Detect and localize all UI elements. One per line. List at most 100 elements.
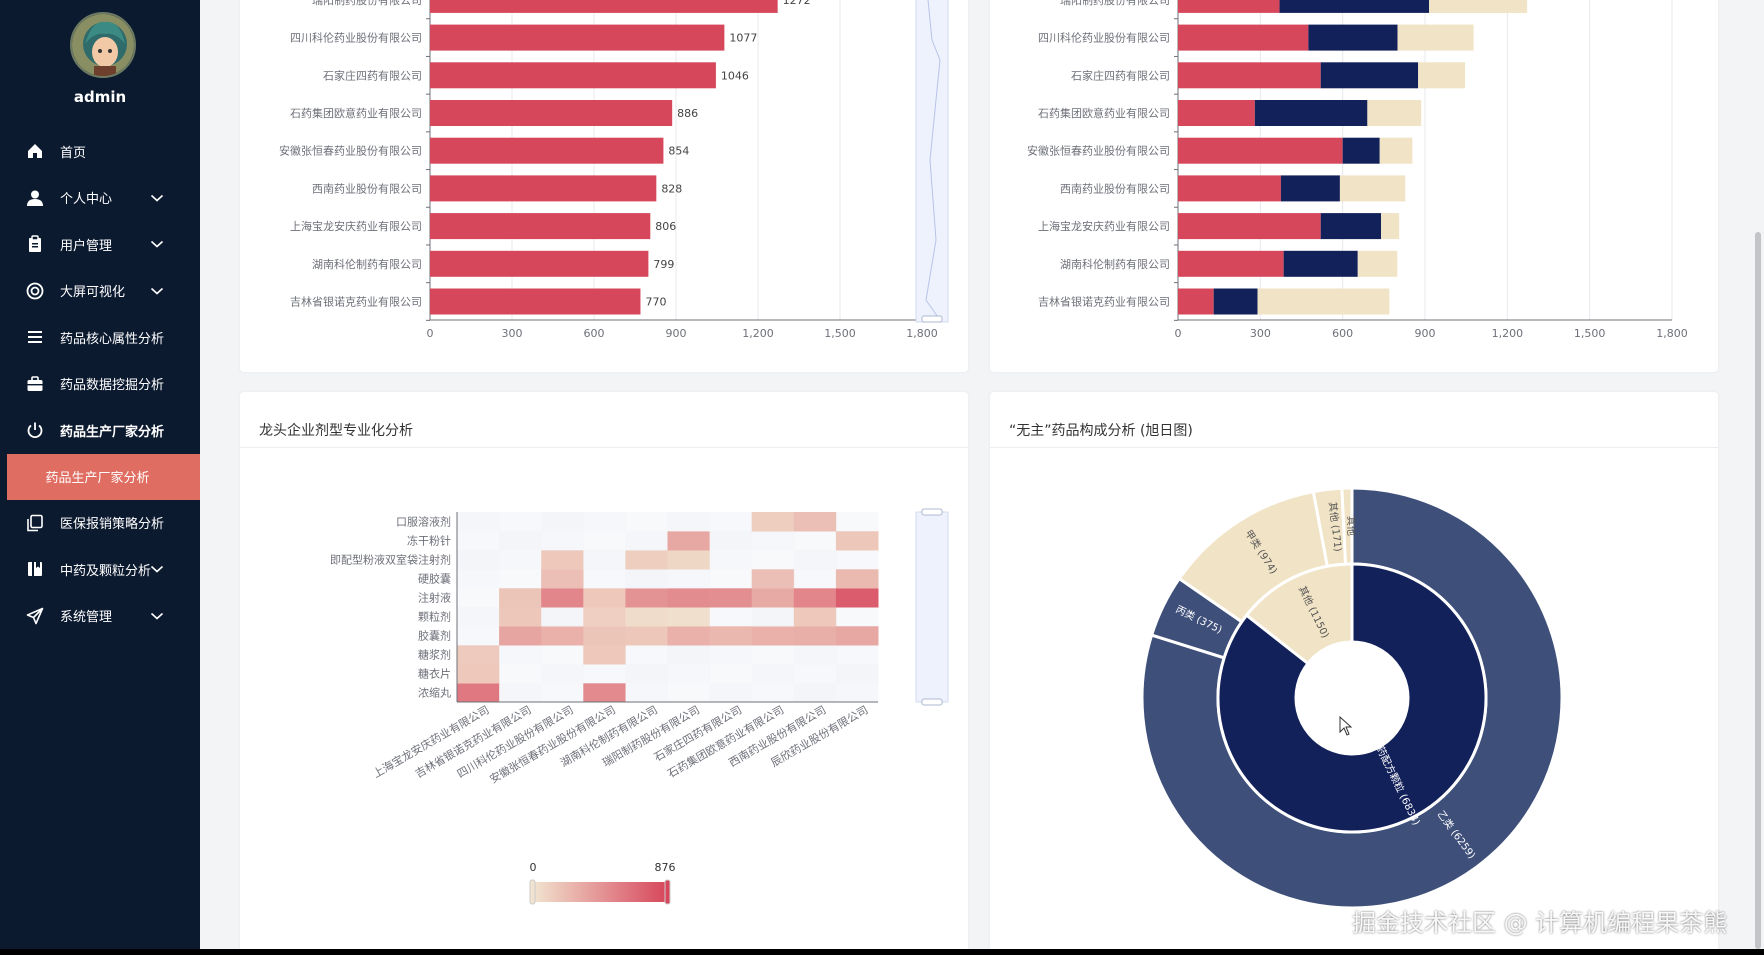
copy-icon (26, 514, 44, 532)
stacked-bar-segment (1178, 250, 1284, 277)
heatmap-cell (583, 569, 626, 589)
send-icon (26, 607, 44, 625)
heatmap-cell (625, 512, 668, 532)
sidebar-item[interactable]: 系统管理 (0, 593, 200, 640)
bar (430, 137, 664, 164)
heatmap-cell (541, 626, 584, 646)
sidebar-item-label: 个人中心 (60, 192, 113, 208)
x-tick-label: 1,500 (1574, 327, 1606, 340)
stacked-bar-chart-right[interactable]: 0 300 600 900 1,200 1,500 1,800 吉林省银诺克药业有限公司 湖南科… (990, 0, 1718, 372)
y-category-label: 浓缩丸 (418, 687, 451, 700)
sidebar-item[interactable]: 用户管理 (0, 221, 200, 268)
heatmap-cell (457, 569, 500, 589)
heatmap-cell (541, 664, 584, 684)
heatmap-cell (709, 531, 753, 551)
heatmap-cell (541, 531, 584, 551)
sidebar-item[interactable]: 首页 (0, 128, 200, 175)
sidebar-item[interactable]: 中药及颗粒分析 (0, 546, 200, 593)
stacked-bar-segment (1178, 288, 1214, 315)
heatmap-cell (709, 645, 753, 665)
sidebar-item-label: 中药及颗粒分析 (60, 563, 152, 579)
heatmap-cell (499, 588, 542, 608)
panel-title: 龙头企业剂型专业化分析 (259, 423, 413, 439)
heatmap-cell (583, 588, 626, 608)
submenu-item-active[interactable]: 药品生产厂家分析 (7, 453, 200, 500)
y-tick-label: 石家庄四药有限公司 (1071, 68, 1170, 82)
heatmap-cell (667, 588, 711, 608)
heatmap-cell (751, 683, 795, 703)
sidebar-item[interactable]: 药品核心属性分析 (0, 314, 200, 361)
datazoom-slider (915, 0, 949, 323)
heatmap-cell (835, 512, 879, 532)
heatmap-cell (457, 550, 500, 570)
y-tick-label: 湖南科伦制药有限公司 (1060, 257, 1170, 271)
sidebar-item-label: 医保报销策略分析 (60, 517, 165, 533)
bar-chart-left[interactable]: 0 300 600 900 1,200 1,500 1,800 吉林省银诺克药业有限公司 770… (240, 0, 968, 372)
heatmap-cell (457, 664, 500, 684)
heatmap-cell (751, 645, 795, 665)
heatmap-cell (499, 512, 542, 532)
y-category-label: 口服溶液剂 (396, 515, 451, 529)
briefcase-icon (26, 375, 44, 393)
chevron-down-icon (150, 238, 164, 248)
x-tick-label: 300 (1250, 327, 1271, 340)
y-category-label: 颗粒剂 (418, 610, 451, 624)
heatmap-cell (835, 664, 879, 684)
heatmap-chart[interactable]: 浓缩丸 糖衣片 糖浆剂 胶囊剂 颗粒剂 注射液 硬胶囊 即配型粉液双室袋注射剂 冻干粉针 口服溶液… (240, 392, 968, 949)
avatar[interactable] (70, 12, 136, 78)
heatmap-cell (793, 664, 837, 684)
list-icon (26, 328, 44, 346)
x-tick-label: 900 (1415, 327, 1436, 340)
y-tick-label: 瑞阳制药股份有限公司 (312, 0, 422, 7)
stacked-bar-segment (1178, 62, 1321, 89)
sidebar-item-label: 用户管理 (60, 238, 113, 254)
bar (430, 175, 657, 202)
bar-chart-panel-right: 0 300 600 900 1,200 1,500 1,800 吉林省银诺克药业有限公司 湖南科… (990, 0, 1718, 372)
stacked-bar-segment (1178, 175, 1281, 202)
sidebar: admin 首页 个人中心 用户管理 大屏可视化 药品核心属性分析 药品数据挖掘分析 药品生… (0, 0, 200, 949)
y-category-label: 糖衣片 (418, 667, 451, 681)
stacked-bar-segment (1279, 0, 1430, 13)
x-tick-label: 600 (1332, 327, 1353, 340)
sidebar-item[interactable]: 医保报销策略分析 (0, 500, 200, 547)
sidebar-menu: 首页 个人中心 用户管理 大屏可视化 药品核心属性分析 药品数据挖掘分析 药品生产厂家分析药… (0, 128, 200, 639)
page-scrollbar[interactable] (1752, 0, 1764, 949)
heatmap-cell (541, 550, 584, 570)
stacked-bar-segment (1178, 100, 1255, 126)
bar-chart-panel-left: 0 300 600 900 1,200 1,500 1,800 吉林省银诺克药业有限公司 770… (240, 0, 968, 372)
mouse-cursor-icon (1339, 716, 1353, 736)
heatmap-cell (583, 550, 626, 570)
heatmap-cell (751, 512, 795, 532)
y-tick-label: 西南药业股份有限公司 (1060, 181, 1170, 195)
sidebar-item[interactable]: 药品生产厂家分析 (0, 407, 200, 454)
bar-data-label: 1077 (729, 32, 757, 45)
scrollbar-thumb[interactable] (1755, 232, 1761, 949)
sidebar-item[interactable]: 个人中心 (0, 175, 200, 222)
stacked-bar-segment (1320, 213, 1382, 240)
stacked-bar-segment (1308, 24, 1398, 51)
heatmap-cell (499, 664, 542, 684)
stacked-bar-segment (1357, 250, 1398, 277)
heatmap-cell (709, 569, 753, 589)
y-tick-label: 西南药业股份有限公司 (312, 181, 422, 195)
datazoom-handle (921, 508, 943, 516)
heatmap-cell (457, 588, 500, 608)
heatmap-cell (625, 588, 668, 608)
bar-data-label: 854 (668, 145, 689, 158)
bar (430, 213, 651, 240)
heatmap-cell (499, 645, 542, 665)
heatmap-cell (625, 626, 668, 646)
sunburst-chart[interactable]: 乙类 (6259)丙类 (375)甲类 (974) 其他 (171) 其他中药配方颗… (990, 392, 1718, 949)
datazoom-handle (921, 315, 943, 323)
heatmap-cell (625, 607, 668, 627)
heatmap-cell (667, 664, 711, 684)
sunburst-panel: “无主”药品构成分析 (旭日图) 乙类 (6259) 丙类 (375) 甲类 (97… (990, 392, 1718, 949)
heatmap-cell (625, 569, 668, 589)
y-category-label: 硬胶囊 (418, 572, 451, 586)
sidebar-item[interactable]: 大屏可视化 (0, 268, 200, 315)
heatmap-cell (541, 645, 584, 665)
heatmap-cell (751, 626, 795, 646)
sidebar-item[interactable]: 药品数据挖掘分析 (0, 361, 200, 408)
bar-data-label: 770 (645, 296, 666, 309)
x-tick-label: 900 (666, 327, 687, 340)
